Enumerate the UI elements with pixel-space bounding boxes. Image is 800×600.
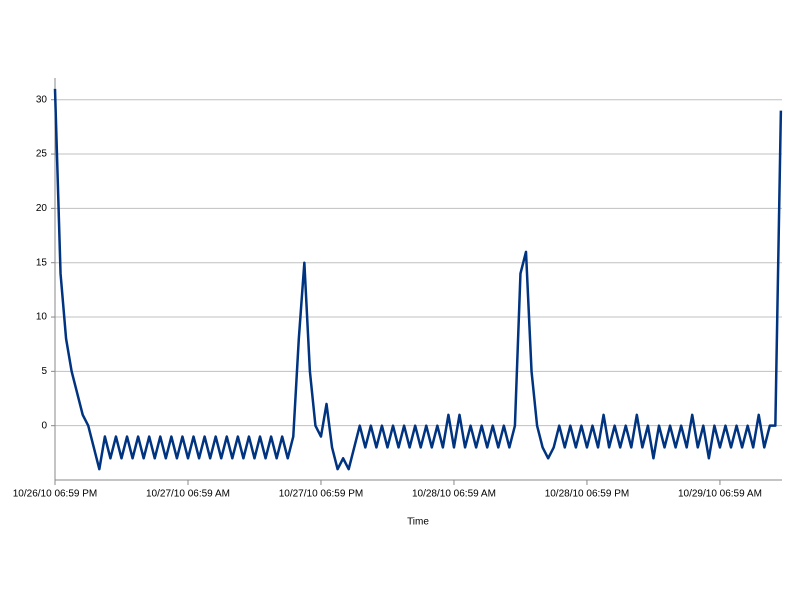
x-tick-label: 10/26/10 06:59 PM: [13, 489, 98, 500]
x-tick-label: 10/27/10 06:59 AM: [146, 489, 230, 500]
x-axis-label: Time: [407, 517, 429, 528]
data-line: [53, 88, 783, 471]
x-tick-label: 10/28/10 06:59 PM: [545, 489, 630, 500]
y-tick-label: 15: [36, 257, 48, 268]
y-tick-label: 5: [41, 366, 47, 377]
y-tick-label: 0: [41, 420, 47, 431]
y-tick-label: 30: [36, 94, 48, 105]
x-tick-label: 10/27/10 06:59 PM: [279, 489, 364, 500]
y-tick-label: 25: [36, 149, 48, 160]
x-tick-label: 10/28/10 06:59 AM: [412, 489, 496, 500]
x-tick-label: 10/29/10 06:59 AM: [678, 489, 762, 500]
y-tick-label: 10: [36, 312, 48, 323]
y-tick-label: 20: [36, 203, 48, 214]
